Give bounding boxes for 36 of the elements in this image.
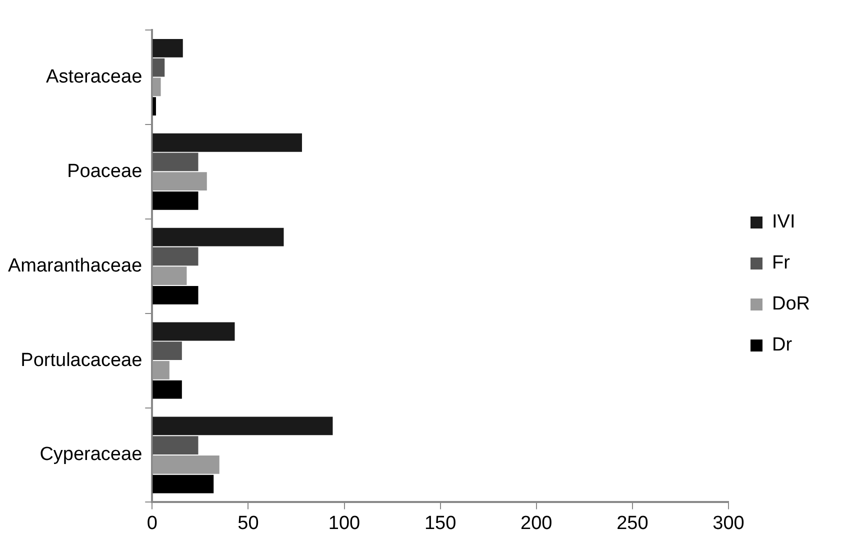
bar [152,97,156,116]
bar [152,322,235,341]
bar [152,247,198,266]
bar [152,192,198,210]
legend-label: DoR [772,294,810,315]
bar [152,38,183,58]
x-tick-label: 0 [146,512,158,534]
y-tick-label: Asteraceae [46,66,142,88]
bar [152,474,214,494]
bar [152,455,220,474]
y-tick-label: Amaranthaceae [8,255,142,276]
bar [152,342,182,360]
x-tick-label: 300 [712,512,744,534]
bar [152,228,284,246]
x-tick-label: 150 [424,512,456,534]
legend-label: Fr [772,252,791,274]
bar [152,266,187,285]
x-tick-label: 250 [616,512,648,534]
x-tick-label: 100 [328,512,360,534]
y-tick-label: Portulacaceae [20,350,142,371]
legend-label: IVI [772,212,796,233]
bar [152,361,170,380]
bar [152,172,207,191]
y-tick-label: Cyperaceae [40,444,142,466]
bar [152,416,333,436]
bar [152,78,161,96]
x-tick-label: 50 [238,512,259,534]
bar [152,380,182,399]
x-tick-label: 200 [520,512,552,534]
bar [152,133,302,152]
y-tick-label: Poaceae [67,160,142,182]
bar [152,152,198,172]
bar [152,58,165,77]
bar [152,286,198,304]
legend-label: Dr [772,334,793,356]
bar [152,436,198,454]
